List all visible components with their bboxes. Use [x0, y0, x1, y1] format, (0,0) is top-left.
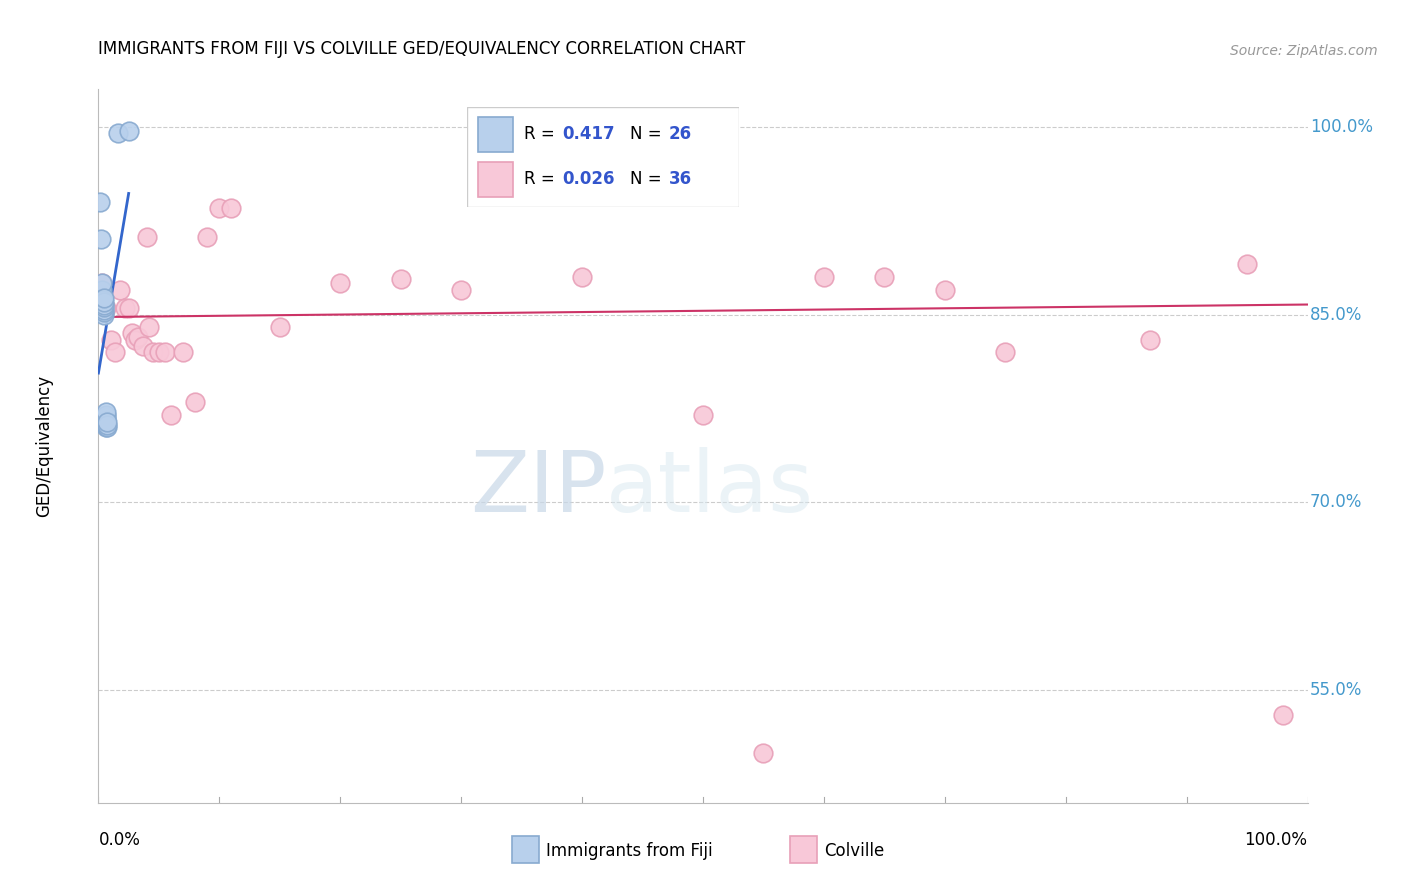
Point — [127, 330, 149, 344]
Point — [121, 326, 143, 341]
Point — [94, 420, 117, 434]
Point — [135, 230, 157, 244]
Point — [934, 283, 956, 297]
Point — [571, 270, 593, 285]
Point — [94, 301, 117, 316]
Point — [93, 308, 115, 322]
Point — [91, 293, 114, 307]
Point — [100, 333, 122, 347]
Point — [994, 345, 1017, 359]
Text: Source: ZipAtlas.com: Source: ZipAtlas.com — [1230, 44, 1378, 58]
Point — [873, 270, 896, 285]
Text: 85.0%: 85.0% — [1310, 306, 1362, 324]
Text: 55.0%: 55.0% — [1310, 681, 1362, 699]
Point — [91, 297, 114, 311]
Point — [1236, 257, 1258, 271]
Point — [94, 410, 117, 425]
Point — [114, 301, 136, 316]
Point — [91, 277, 114, 291]
Text: 70.0%: 70.0% — [1310, 493, 1362, 511]
Point — [148, 345, 170, 359]
Point — [89, 194, 111, 209]
Point — [172, 345, 194, 359]
Point — [91, 283, 114, 297]
Text: IMMIGRANTS FROM FIJI VS COLVILLE GED/EQUIVALENCY CORRELATION CHART: IMMIGRANTS FROM FIJI VS COLVILLE GED/EQU… — [98, 40, 745, 58]
Point — [124, 333, 146, 347]
Point — [93, 295, 115, 310]
Text: Colville: Colville — [824, 842, 884, 860]
Point — [93, 305, 115, 319]
Point — [269, 320, 291, 334]
Point — [132, 339, 155, 353]
Point — [329, 277, 352, 291]
Bar — [512, 837, 538, 863]
Text: 0.0%: 0.0% — [98, 831, 141, 849]
Point — [93, 291, 115, 305]
Bar — [790, 837, 817, 863]
Text: 100.0%: 100.0% — [1244, 831, 1308, 849]
Point — [107, 126, 129, 140]
Point — [813, 270, 835, 285]
Point — [96, 417, 118, 432]
Point — [450, 283, 472, 297]
Point — [138, 320, 160, 334]
Point — [94, 415, 117, 429]
Point — [94, 413, 117, 427]
Point — [90, 232, 112, 246]
Point — [208, 201, 231, 215]
Point — [1139, 333, 1161, 347]
Point — [93, 300, 115, 314]
Point — [93, 297, 115, 311]
Point — [160, 408, 183, 422]
Text: ZIP: ZIP — [470, 447, 606, 531]
Point — [93, 302, 115, 317]
Point — [692, 408, 714, 422]
Point — [1272, 708, 1295, 723]
Point — [104, 345, 127, 359]
Point — [96, 420, 118, 434]
Point — [142, 345, 165, 359]
Point — [91, 277, 114, 291]
Text: 100.0%: 100.0% — [1310, 118, 1374, 136]
Text: Immigrants from Fiji: Immigrants from Fiji — [546, 842, 713, 860]
Text: atlas: atlas — [606, 447, 814, 531]
Point — [94, 417, 117, 432]
Point — [221, 201, 243, 215]
Point — [91, 301, 114, 316]
Point — [153, 345, 176, 359]
Point — [118, 123, 141, 137]
Point — [94, 408, 117, 422]
Point — [195, 230, 218, 244]
Point — [118, 301, 141, 316]
Point — [184, 395, 207, 409]
Point — [108, 283, 131, 297]
Point — [389, 272, 412, 286]
Point — [96, 415, 118, 429]
Text: GED/Equivalency: GED/Equivalency — [35, 375, 53, 517]
Point — [94, 405, 117, 419]
Point — [752, 746, 775, 760]
